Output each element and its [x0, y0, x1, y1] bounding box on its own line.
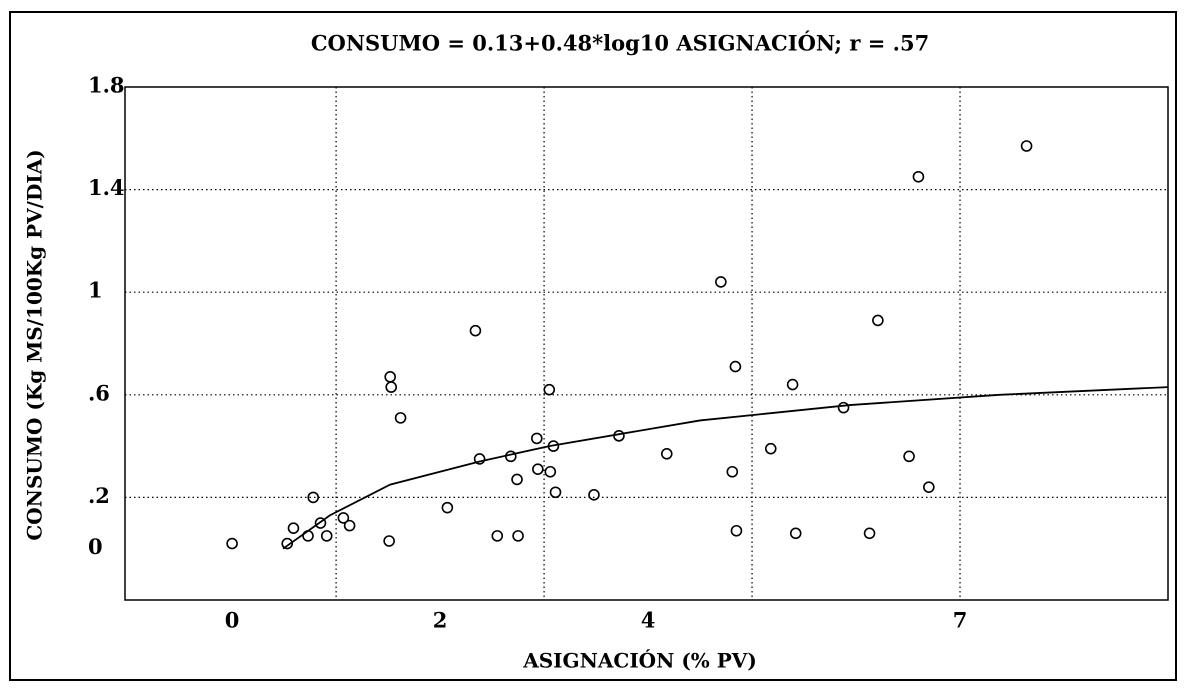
point — [715, 276, 727, 288]
point — [872, 314, 884, 327]
point — [764, 442, 777, 455]
point — [543, 383, 556, 396]
point — [613, 430, 625, 442]
point — [912, 170, 925, 183]
y-tick-label: 1 — [88, 278, 103, 303]
point — [491, 530, 504, 542]
point — [903, 450, 915, 463]
point — [726, 465, 739, 478]
point — [320, 530, 333, 542]
point — [441, 501, 454, 514]
point — [863, 527, 876, 540]
point — [314, 517, 327, 529]
point — [287, 522, 300, 534]
point — [512, 530, 524, 542]
fit-curve — [282, 386, 1169, 550]
point — [532, 463, 544, 475]
point — [473, 453, 486, 465]
chart-title: CONSUMO = 0.13+0.48*log10 ASIGNACIÓN; r … — [311, 31, 929, 56]
y-tick-label: .6 — [88, 380, 110, 405]
point — [837, 401, 850, 414]
x-tick-label: 0 — [225, 608, 240, 633]
point — [530, 432, 543, 445]
point — [385, 381, 398, 393]
point — [307, 491, 320, 504]
point — [226, 537, 238, 550]
point — [729, 360, 742, 373]
point — [384, 371, 396, 383]
y-tick-label: .2 — [88, 483, 110, 508]
point — [786, 378, 799, 391]
point — [1020, 140, 1033, 152]
x-tick-label: 4 — [641, 608, 656, 633]
point — [281, 537, 294, 550]
y-tick-label: 1.8 — [88, 73, 125, 98]
frame — [9, 11, 1177, 681]
point — [660, 447, 673, 460]
point — [337, 512, 350, 524]
point — [730, 524, 743, 537]
point — [549, 486, 562, 499]
point — [544, 465, 557, 478]
point — [923, 481, 935, 493]
x-tick-label: 7 — [953, 608, 968, 633]
point — [504, 450, 517, 463]
point — [789, 527, 802, 540]
point — [469, 324, 482, 337]
plot-area — [124, 86, 1169, 601]
x-tick-label: 2 — [433, 608, 448, 633]
y-tick-label: 0 — [88, 534, 103, 559]
point — [343, 519, 356, 532]
y-axis-label: CONSUMO (Kg MS/100Kg PV/DIA) — [23, 149, 47, 540]
point — [394, 412, 407, 424]
x-axis-label: ASIGNACIÓN (% PV) — [522, 648, 757, 673]
y-tick-label: 1.4 — [88, 175, 125, 200]
point — [511, 473, 523, 486]
point — [383, 535, 395, 547]
point — [588, 489, 600, 501]
